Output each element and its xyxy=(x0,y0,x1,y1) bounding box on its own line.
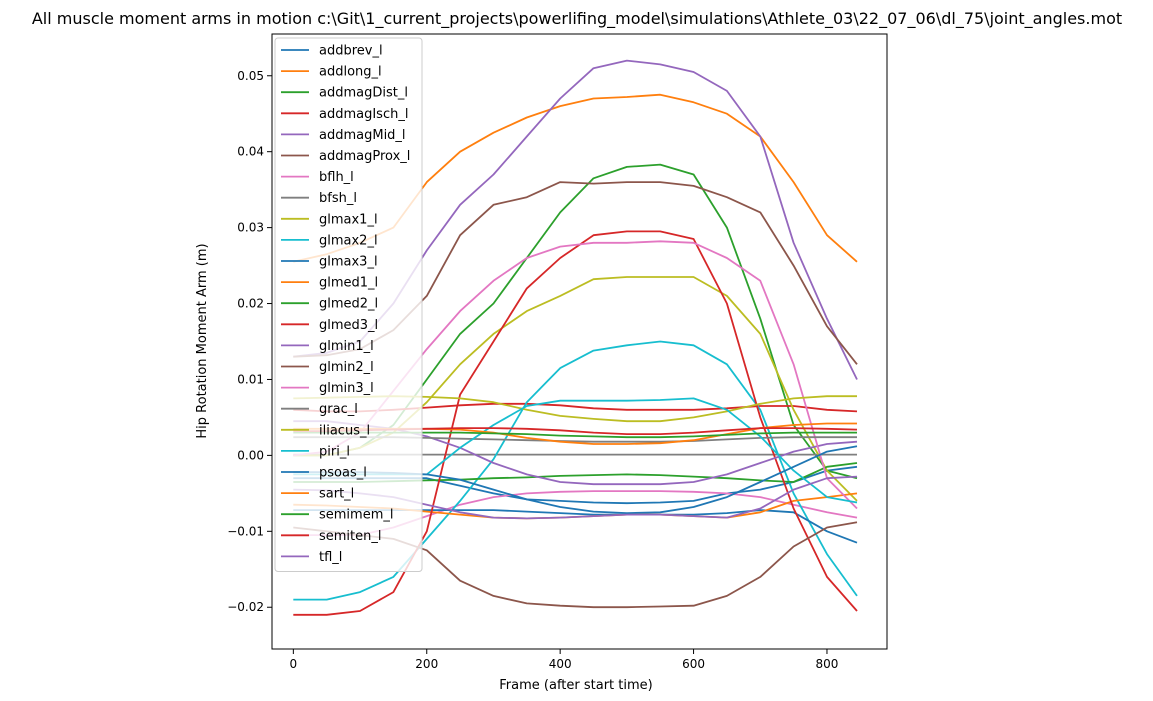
legend-label: grac_l xyxy=(319,402,358,417)
legend-label: iliacus_l xyxy=(319,423,370,438)
legend-label: glmin3_l xyxy=(319,381,374,396)
y-tick-label: 0.04 xyxy=(237,145,264,159)
y-tick-label: 0.05 xyxy=(237,69,264,83)
x-tick-label: 800 xyxy=(816,657,839,671)
legend-label: bfsh_l xyxy=(319,191,357,206)
y-tick-label: 0.02 xyxy=(237,297,264,311)
legend-label: psoas_l xyxy=(319,466,367,481)
legend-label: semiten_l xyxy=(319,529,382,544)
legend-label: glmed2_l xyxy=(319,297,378,312)
legend-label: glmax1_l xyxy=(319,212,378,227)
legend-label: semimem_l xyxy=(319,508,393,523)
legend-label: glmed1_l xyxy=(319,276,378,291)
legend-label: addmagProx_l xyxy=(319,149,410,164)
plot-area: 0 200 400 600 800 −0.02 −0.01 0.00 0.01 0.02 0.03 0… xyxy=(227,33,888,671)
legend-label: glmax3_l xyxy=(319,255,378,270)
legend-label: piri_l xyxy=(319,444,350,459)
legend-label: addlong_l xyxy=(319,65,382,80)
series-line-glmax2_l xyxy=(293,340,858,601)
x-tick-label: 0 xyxy=(290,657,298,671)
legend-label: addmagDist_l xyxy=(319,86,408,101)
y-tick-label: 0.00 xyxy=(237,448,264,462)
axes-frame xyxy=(271,33,888,650)
legend-label: glmin2_l xyxy=(319,360,374,375)
legend: addbrev_l addlong_l addmagDist_l addmagIsch… xyxy=(274,37,423,572)
legend-label: addmagMid_l xyxy=(319,128,406,143)
legend-label: sart_l xyxy=(319,487,354,502)
legend-label: glmin1_l xyxy=(319,339,374,354)
legend-label: glmed3_l xyxy=(319,318,378,333)
x-tick-label: 600 xyxy=(682,657,705,671)
legend-label: glmax2_l xyxy=(319,233,378,248)
y-tick-label: 0.01 xyxy=(237,372,264,386)
legend-label: bflh_l xyxy=(319,170,354,185)
x-tick-label: 400 xyxy=(549,657,572,671)
legend-box xyxy=(274,37,423,572)
y-tick-label: 0.03 xyxy=(237,221,264,235)
legend-label: addbrev_l xyxy=(319,44,383,59)
y-tick-label: −0.02 xyxy=(227,600,264,614)
y-axis-label: Hip Rotation Moment Arm (m) xyxy=(195,243,210,438)
legend-label: tfl_l xyxy=(319,550,342,565)
legend-label: addmagIsch_l xyxy=(319,107,408,122)
chart-title: All muscle moment arms in motion c:\Git\… xyxy=(32,9,1122,29)
x-tick-label: 200 xyxy=(415,657,438,671)
y-tick-label: −0.01 xyxy=(227,524,264,538)
x-axis-label: Frame (after start time) xyxy=(499,678,652,693)
